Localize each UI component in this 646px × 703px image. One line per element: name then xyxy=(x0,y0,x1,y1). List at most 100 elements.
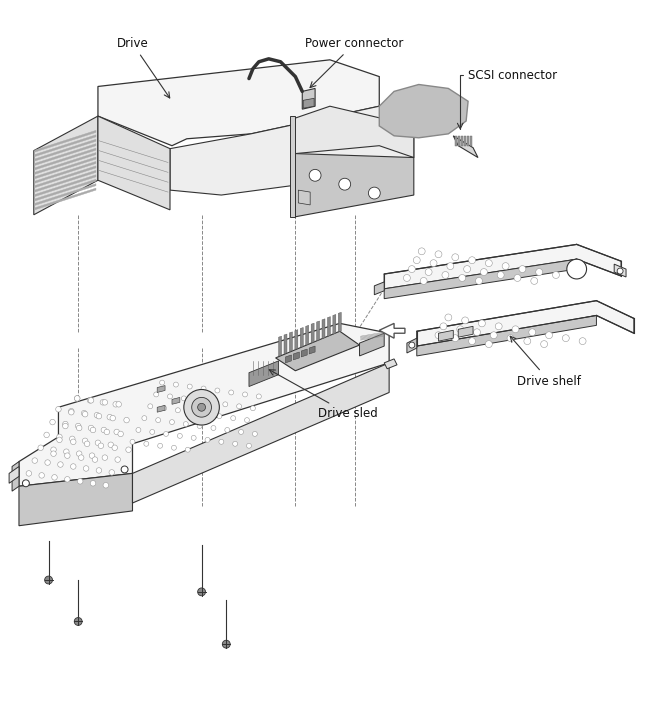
Circle shape xyxy=(430,259,437,266)
Circle shape xyxy=(236,404,242,408)
Circle shape xyxy=(63,423,68,429)
Circle shape xyxy=(142,415,147,420)
Circle shape xyxy=(96,467,101,473)
Polygon shape xyxy=(34,116,98,215)
Circle shape xyxy=(102,455,108,460)
Polygon shape xyxy=(284,334,287,354)
Circle shape xyxy=(74,396,80,401)
Circle shape xyxy=(536,269,543,276)
Polygon shape xyxy=(470,136,472,146)
Circle shape xyxy=(189,410,194,415)
Polygon shape xyxy=(311,323,314,343)
Circle shape xyxy=(209,400,214,405)
Circle shape xyxy=(512,325,519,333)
Circle shape xyxy=(183,422,188,427)
Circle shape xyxy=(57,462,63,467)
Polygon shape xyxy=(379,84,468,138)
Circle shape xyxy=(82,438,88,444)
Circle shape xyxy=(176,408,180,413)
Polygon shape xyxy=(417,301,634,346)
Circle shape xyxy=(63,449,69,454)
Text: SCSI connector: SCSI connector xyxy=(457,69,557,129)
Circle shape xyxy=(154,392,159,397)
Circle shape xyxy=(404,274,410,281)
Polygon shape xyxy=(35,166,96,188)
Circle shape xyxy=(74,396,80,401)
Circle shape xyxy=(198,404,205,411)
Circle shape xyxy=(182,396,186,401)
Circle shape xyxy=(65,453,70,458)
Circle shape xyxy=(82,411,88,417)
Circle shape xyxy=(109,470,114,475)
Circle shape xyxy=(457,325,464,333)
Circle shape xyxy=(121,466,128,473)
Circle shape xyxy=(115,457,120,463)
Circle shape xyxy=(507,335,514,342)
Circle shape xyxy=(468,337,475,344)
Circle shape xyxy=(242,392,247,397)
Polygon shape xyxy=(157,385,165,392)
Polygon shape xyxy=(35,179,96,201)
Circle shape xyxy=(70,464,76,470)
Circle shape xyxy=(445,314,452,321)
Circle shape xyxy=(425,269,432,276)
Circle shape xyxy=(104,430,110,434)
Text: Drive shelf: Drive shelf xyxy=(510,336,581,387)
Polygon shape xyxy=(407,338,417,353)
Polygon shape xyxy=(35,183,96,205)
Circle shape xyxy=(130,439,135,444)
Circle shape xyxy=(435,332,442,339)
Circle shape xyxy=(452,254,459,261)
Circle shape xyxy=(474,329,481,336)
Circle shape xyxy=(531,278,537,285)
Circle shape xyxy=(238,430,244,434)
Circle shape xyxy=(56,406,61,412)
Circle shape xyxy=(63,421,68,427)
Circle shape xyxy=(447,263,453,269)
Circle shape xyxy=(192,397,211,417)
Circle shape xyxy=(203,412,208,417)
Circle shape xyxy=(464,266,470,273)
Polygon shape xyxy=(172,397,180,404)
Circle shape xyxy=(251,406,255,411)
Circle shape xyxy=(223,402,228,407)
Circle shape xyxy=(485,259,492,266)
Circle shape xyxy=(191,435,196,440)
Circle shape xyxy=(567,259,587,279)
Polygon shape xyxy=(35,139,96,161)
Circle shape xyxy=(44,432,49,438)
Circle shape xyxy=(579,337,586,344)
Circle shape xyxy=(462,317,468,324)
Polygon shape xyxy=(417,316,596,356)
Polygon shape xyxy=(339,312,341,332)
Polygon shape xyxy=(467,136,469,146)
Polygon shape xyxy=(249,361,278,387)
Circle shape xyxy=(108,442,114,448)
Circle shape xyxy=(440,323,447,330)
Polygon shape xyxy=(35,188,96,210)
Circle shape xyxy=(490,332,497,339)
Circle shape xyxy=(150,430,154,434)
Circle shape xyxy=(222,640,230,648)
Polygon shape xyxy=(35,148,96,170)
Polygon shape xyxy=(328,316,330,337)
Circle shape xyxy=(475,278,483,285)
Circle shape xyxy=(309,169,321,181)
Circle shape xyxy=(90,481,96,486)
Circle shape xyxy=(205,437,210,442)
Circle shape xyxy=(163,432,169,437)
Polygon shape xyxy=(374,282,384,295)
Circle shape xyxy=(85,441,90,446)
Text: Drive sled: Drive sled xyxy=(269,370,378,420)
Circle shape xyxy=(83,465,89,471)
Circle shape xyxy=(442,271,449,278)
Circle shape xyxy=(76,423,81,429)
Polygon shape xyxy=(384,359,397,369)
Polygon shape xyxy=(455,136,457,146)
Circle shape xyxy=(100,399,106,405)
Circle shape xyxy=(502,263,509,269)
Circle shape xyxy=(78,479,83,484)
Polygon shape xyxy=(98,116,170,210)
Circle shape xyxy=(219,439,224,444)
Circle shape xyxy=(51,451,56,456)
